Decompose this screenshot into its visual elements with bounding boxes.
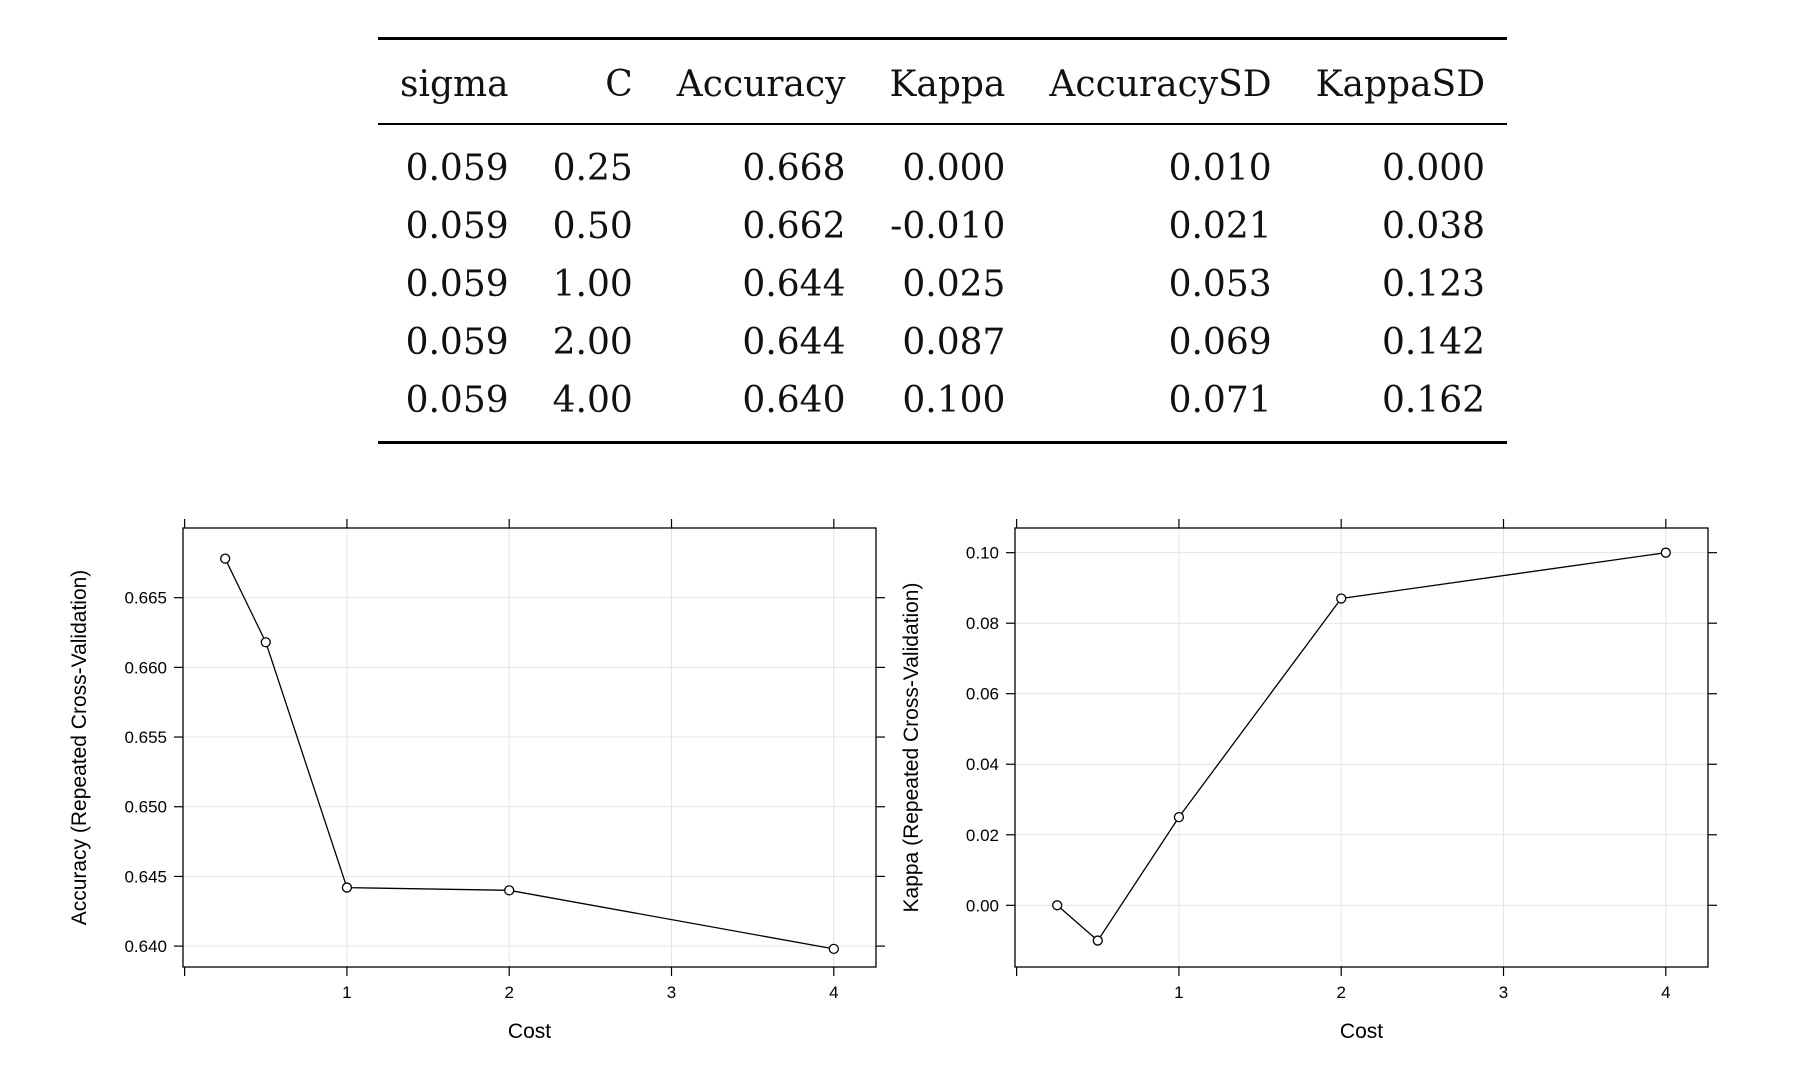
kappa-chart-svg: 1 2 3 4 0.00 0.02 0.04 0.06 0.08 0.10 Cost Kappa (R… [900,519,1717,1043]
accuracy-chart-svg: 1 2 3 4 0.640 0.645 0.650 0.655 0.660 0.665 Cost Ac… [68,519,885,1043]
y-tick-label: 0.06 [966,685,999,704]
accuracy-chart: 1 2 3 4 0.640 0.645 0.650 0.655 0.660 0.665 Cost Ac… [68,505,910,1067]
x-tick-label: 3 [1499,983,1508,1002]
column-header-kappasd: KappaSD [1315,64,1486,105]
table-cell-sigma: 0.059 [405,205,509,247]
table-cell-c: 0.50 [552,205,633,247]
table-cell-kappasd: 0.162 [1382,379,1486,421]
y-tick-label: 0.640 [124,937,167,956]
table-row: 0.059 0.25 0.668 0.000 0.010 0.000 [378,124,1507,197]
table-cell-sigma: 0.059 [405,321,509,363]
y-tick-label: 0.665 [124,589,167,608]
y-tick-label: 0.660 [124,658,167,677]
table-cell-accuracy: 0.640 [742,379,846,421]
table-cell-kappa: -0.010 [890,205,1006,247]
table-cell-accuracy: 0.644 [742,263,846,305]
table-cell-c: 2.00 [552,321,633,363]
series-line [1056,552,1666,942]
table-cell-kappa: 0.100 [902,379,1006,421]
table-cell-sigma: 0.059 [405,263,509,305]
column-header-c: C [605,64,633,105]
y-tick-label: 0.02 [966,826,999,845]
y-axis-label: Accuracy (Repeated Cross-Validation) [68,570,91,926]
table-row: 0.059 1.00 0.644 0.025 0.053 0.123 [378,255,1507,313]
column-header-kappa: Kappa [889,64,1006,105]
kappa-chart: 1 2 3 4 0.00 0.02 0.04 0.06 0.08 0.10 Cost Kappa (R… [900,505,1742,1067]
x-axis-label: Cost [1340,1020,1383,1043]
table-cell-accuracysd: 0.021 [1168,205,1272,247]
table-row: 0.059 4.00 0.640 0.100 0.071 0.162 [378,371,1507,443]
data-point [1660,547,1671,558]
data-point [1092,935,1103,946]
series-line [224,558,834,950]
table-cell-accuracy: 0.662 [742,205,846,247]
x-axis-label: Cost [508,1020,551,1043]
results-table: sigma C Accuracy Kappa AccuracySD KappaSD 0.0… [378,37,1508,444]
x-tick-label: 2 [1336,983,1345,1002]
table-cell-kappa: 0.087 [902,321,1006,363]
y-tick-label: 0.04 [966,755,999,774]
data-point [1336,593,1347,604]
x-tick-label: 3 [667,983,676,1002]
table-cell-kappa: 0.000 [902,147,1006,189]
table-header-row: sigma C Accuracy Kappa AccuracySD KappaSD [378,38,1508,124]
data-point [828,943,839,955]
table-cell-kappasd: 0.000 [1382,147,1486,189]
x-tick-label: 1 [342,983,351,1002]
plot-frame [1014,527,1709,968]
table-cell-c: 0.25 [552,147,633,189]
plot-frame [182,527,877,968]
y-tick-label: 0.08 [966,614,999,633]
data-point [504,885,515,896]
y-tick-label: 0.650 [124,798,167,817]
data-point [260,637,271,648]
table-cell-kappasd: 0.142 [1382,321,1486,363]
table-cell-accuracysd: 0.071 [1168,379,1272,421]
x-tick-label: 1 [1174,983,1183,1002]
table-cell-kappasd: 0.123 [1382,263,1486,305]
y-tick-label: 0.00 [966,896,999,915]
table-cell-accuracy: 0.668 [742,147,846,189]
table-cell-c: 4.00 [552,379,633,421]
data-point [1173,811,1185,823]
table-cell-c: 1.00 [552,263,633,305]
table-cell-kappa: 0.025 [902,263,1006,305]
table-cell-kappasd: 0.038 [1382,205,1486,247]
y-tick-label: 0.645 [124,867,167,886]
x-tick-label: 2 [504,983,513,1002]
data-point [1052,900,1063,911]
table-row: 0.059 2.00 0.644 0.087 0.069 0.142 [378,313,1507,371]
table-cell-accuracysd: 0.053 [1168,263,1272,305]
table-cell-accuracysd: 0.069 [1168,321,1272,363]
column-header-sigma: sigma [400,64,509,105]
data-point [341,882,353,893]
table-cell-sigma: 0.059 [405,147,509,189]
table-body: 0.059 0.25 0.668 0.000 0.010 0.000 0.059 0.50 0.… [378,124,1508,443]
table-cell-accuracysd: 0.010 [1168,147,1272,189]
x-tick-label: 4 [829,983,838,1002]
y-tick-label: 0.10 [966,544,999,563]
column-header-accuracy: Accuracy [676,64,846,105]
table-cell-accuracy: 0.644 [742,321,846,363]
column-header-accuracysd: AccuracySD [1049,64,1272,105]
table-row: 0.059 0.50 0.662 -0.010 0.021 0.038 [378,197,1507,255]
y-axis-label: Kappa (Repeated Cross-Validation) [900,583,923,913]
table-cell-sigma: 0.059 [405,379,509,421]
data-point [220,553,231,564]
x-tick-label: 4 [1661,983,1670,1002]
y-tick-label: 0.655 [124,728,167,747]
